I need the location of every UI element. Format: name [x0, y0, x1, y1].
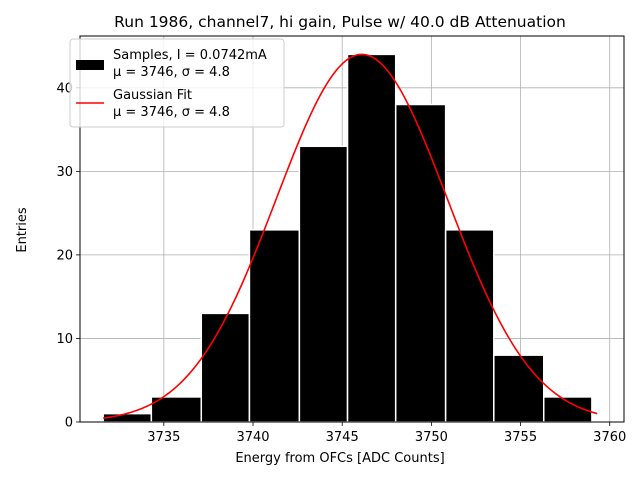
x-tick-label: 3740: [236, 430, 269, 445]
legend-samples-stats: μ = 3746, σ = 4.8: [113, 65, 230, 80]
legend-fit-stats: μ = 3746, σ = 4.8: [113, 105, 230, 120]
histogram-bar: [493, 354, 545, 423]
y-tick-label: 40: [56, 81, 73, 96]
gaussian-fit-curve: [103, 53, 598, 419]
y-tick-label: 30: [56, 165, 73, 180]
y-axis-title: Entries: [15, 207, 30, 253]
histogram-bar: [444, 229, 495, 423]
legend: Samples, I = 0.0742mA μ = 3746, σ = 4.8 …: [69, 38, 285, 128]
gaussian-fit: [103, 53, 598, 419]
y-tick-label: 0: [65, 416, 73, 431]
chart-title: Run 1986, channel7, hi gain, Pulse w/ 40…: [114, 13, 566, 31]
legend-samples-swatch: [76, 60, 104, 70]
histogram-bar: [150, 396, 203, 423]
histogram-bar: [200, 312, 251, 423]
y-tick-label: 10: [56, 332, 73, 347]
x-tick-label: 3755: [504, 430, 537, 445]
plot-frame: [79, 35, 625, 423]
histogram-bar: [298, 145, 349, 423]
histogram-bar: [248, 229, 301, 423]
legend-box: [69, 38, 285, 128]
x-tick-label: 3750: [415, 430, 448, 445]
y-tick-label: 20: [56, 248, 73, 263]
legend-fit-label: Gaussian Fit: [113, 88, 192, 103]
x-tick-label: 3760: [593, 430, 626, 445]
histogram-bar: [346, 53, 397, 423]
x-axis-title: Energy from OFCs [ADC Counts]: [235, 451, 444, 466]
histogram-bar: [394, 103, 447, 423]
histogram-bars: [102, 53, 593, 423]
x-tick-label: 3735: [147, 430, 180, 445]
axis-ticks: 3735 3740 3745 3750 3755 3760 0 10 20 30 40: [56, 81, 626, 445]
legend-samples-label: Samples, I = 0.0742mA: [113, 48, 267, 63]
x-tick-label: 3745: [326, 430, 359, 445]
